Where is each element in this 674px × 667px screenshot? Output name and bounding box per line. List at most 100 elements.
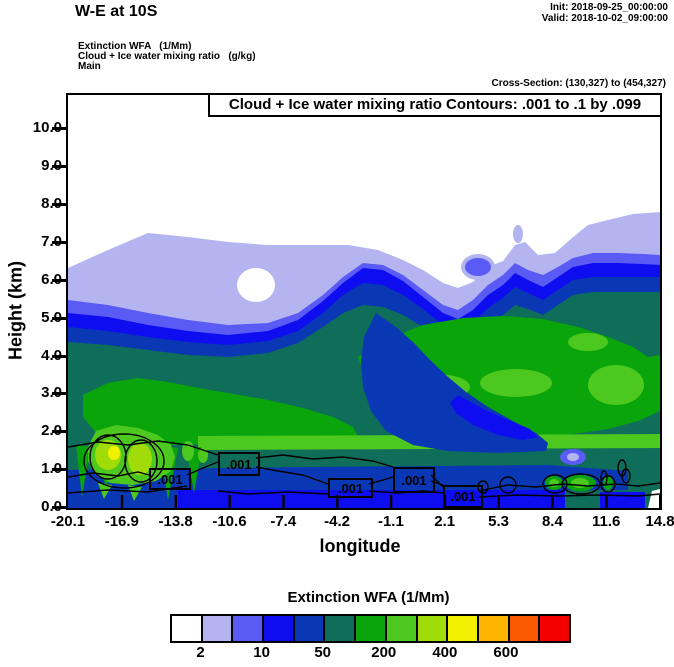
yellow-max (108, 446, 120, 460)
colorbar-cell (538, 616, 569, 641)
colorbar-cell (231, 616, 263, 641)
x-tick-label: -4.2 (324, 513, 351, 530)
colorbar-cell (262, 616, 293, 641)
contour-label-box: .001 (149, 468, 191, 490)
green-oval (603, 476, 613, 490)
x-tick-mark (389, 495, 393, 508)
y-tick-label: 1.0 (20, 460, 62, 477)
colorbar-tick-label: 10 (253, 644, 270, 661)
lavender-blob (83, 275, 91, 287)
x-tick-mark (120, 495, 124, 508)
x-tick-label: 8.4 (541, 513, 563, 530)
x-tick-label: 11.6 (592, 513, 621, 530)
x-tick-mark (659, 495, 660, 508)
bright-green-core (568, 333, 608, 351)
colorbar-cell (200, 616, 232, 641)
init-time: Init: 2018-09-25_00:00:00 (550, 2, 668, 13)
contour-label-box: .001 (218, 452, 260, 476)
clear-pocket (237, 268, 275, 302)
colorbar-cell (354, 616, 385, 641)
contour-label-box: .001 (393, 467, 435, 493)
y-tick-label: 6.0 (20, 271, 62, 288)
plot-title-box: Cloud + Ice water mixing ratio Contours:… (208, 93, 662, 117)
colorbar-cell (507, 616, 539, 641)
x-tick-mark (228, 495, 231, 508)
colorbar-title: Extinction WFA (1/Mm) (287, 589, 450, 606)
bright-green-spike (128, 485, 142, 501)
y-tick-label: 9.0 (20, 157, 62, 174)
y-tick-label: 7.0 (20, 233, 62, 250)
x-tick-label: -10.6 (212, 513, 247, 530)
lavender-blob (513, 225, 523, 243)
green-spike (76, 445, 90, 497)
x-axis-label: longitude (319, 536, 401, 556)
x-tick-label: 14.8 (645, 513, 674, 530)
colorbar (170, 614, 571, 643)
y-tick-mark (52, 506, 67, 509)
field-line-extinction: Extinction WFA (1/Mm) (78, 41, 192, 52)
y-tick-mark (52, 355, 67, 358)
y-tick-label: 2.0 (20, 422, 62, 439)
x-tick-label: -20.1 (50, 513, 86, 530)
y-tick-label: 4.0 (20, 347, 62, 364)
x-tick-label: -16.9 (104, 513, 139, 530)
contour-label-box: .001 (443, 485, 483, 508)
colorbar-tick-label: 2 (196, 644, 205, 661)
y-tick-label: 10.0 (32, 119, 62, 136)
blue-core (450, 395, 538, 440)
x-tick-label: -7.4 (270, 513, 297, 530)
lavender-patch (567, 453, 579, 461)
lavender-blob (68, 268, 78, 284)
colorbar-cell (415, 616, 447, 641)
x-tick-label: -1.1 (377, 513, 404, 530)
x-tick-mark (497, 495, 500, 508)
cross-section-note: Cross-Section: (130,327) to (454,327) (491, 78, 666, 89)
yellow-green-core (128, 443, 152, 475)
y-tick-mark (52, 279, 67, 282)
y-tick-mark (52, 241, 67, 244)
valid-time: Valid: 2018-10-02_09:00:00 (541, 13, 668, 24)
y-tick-mark (52, 203, 67, 206)
bottom-blue-band (178, 490, 565, 508)
colorbar-tick-label: 400 (432, 644, 458, 661)
x-tick-mark (605, 495, 608, 508)
colorbar-cell (446, 616, 477, 641)
x-tick-mark (336, 495, 339, 508)
colorbar-cell (292, 616, 324, 641)
blue-violet-blob (465, 258, 491, 276)
x-tick-label: 2.1 (434, 513, 456, 530)
figure-title: W-E at 10S (75, 3, 158, 20)
y-tick-mark (52, 392, 67, 395)
x-tick-label: -13.8 (158, 513, 193, 530)
colorbar-cell (172, 616, 201, 641)
y-tick-mark (52, 468, 67, 471)
bright-green-core (480, 369, 552, 397)
colorbar-tick-label: 600 (493, 644, 519, 661)
contour-label-box: .001 (328, 478, 373, 498)
field-line-mixing-ratio: Cloud + Ice water mixing ratio (g/kg) (78, 51, 256, 62)
x-tick-mark (174, 495, 177, 508)
colorbar-cell (384, 616, 416, 641)
y-tick-mark (52, 317, 67, 320)
y-tick-label: 5.0 (20, 309, 62, 326)
colorbar-cell (476, 616, 508, 641)
green-left (83, 378, 360, 447)
colorbar-cell (323, 616, 355, 641)
bright-green-spike (98, 483, 112, 499)
y-tick-label: 8.0 (20, 195, 62, 212)
contour-field (68, 95, 660, 508)
y-tick-mark (52, 430, 67, 433)
y-tick-label: 0.0 (20, 498, 62, 515)
y-tick-mark (52, 127, 67, 130)
colorbar-tick-label: 50 (314, 644, 332, 661)
field-line-domain: Main (78, 61, 101, 72)
x-tick-label: 5.3 (488, 513, 509, 530)
y-tick-label: 3.0 (20, 384, 62, 401)
plot-frame: Cloud + Ice water mixing ratio Contours:… (66, 93, 662, 510)
x-tick-mark (551, 495, 554, 508)
bright-green-core (588, 365, 644, 405)
y-tick-mark (52, 165, 67, 168)
x-tick-mark (282, 495, 285, 508)
colorbar-tick-label: 200 (371, 644, 397, 661)
